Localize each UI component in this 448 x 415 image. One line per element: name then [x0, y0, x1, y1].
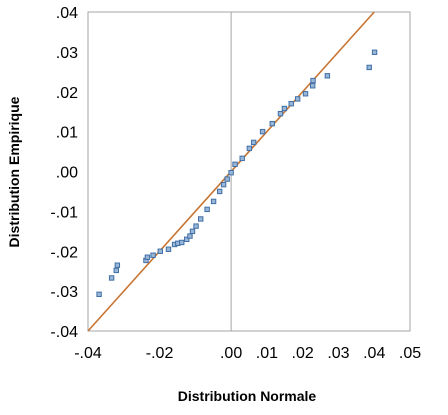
x-tick-label: .00	[220, 345, 242, 362]
data-point	[113, 267, 119, 274]
x-tick-label: .03	[327, 345, 349, 362]
y-axis-title: Distribution Empirique	[6, 96, 22, 247]
data-point	[220, 181, 227, 188]
data-point	[324, 73, 331, 79]
data-point	[288, 101, 294, 107]
data-point	[179, 239, 185, 246]
data-point	[366, 64, 372, 71]
y-tick-label: .01	[56, 125, 78, 142]
data-point	[294, 96, 301, 102]
y-tick-label: .04	[56, 5, 78, 22]
data-point	[108, 275, 115, 281]
x-tick-label: .04	[363, 345, 385, 362]
data-point	[150, 252, 156, 258]
data-point	[250, 139, 257, 146]
data-point	[144, 254, 151, 260]
x-tick-label: .02	[292, 345, 314, 362]
y-tick-label: .00	[56, 165, 78, 182]
data-point	[277, 110, 284, 117]
y-tick-label: -.02	[50, 244, 78, 261]
data-point	[114, 262, 121, 268]
y-tick-label: .02	[56, 85, 78, 102]
data-point	[310, 77, 316, 84]
data-point	[302, 91, 309, 97]
data-point	[193, 223, 199, 229]
data-point	[157, 248, 163, 254]
data-point	[371, 49, 378, 55]
data-point	[224, 176, 230, 182]
data-point	[184, 236, 190, 242]
data-point	[189, 228, 196, 235]
x-tick-label: .01	[256, 345, 278, 362]
data-point	[228, 169, 234, 176]
x-tick-label: .05	[399, 345, 421, 362]
data-point	[259, 128, 266, 135]
x-tick-label: -.04	[74, 345, 102, 362]
data-point	[198, 216, 204, 222]
y-tick-label: -.04	[50, 324, 78, 341]
data-point	[210, 198, 217, 205]
y-tick-label: -.03	[50, 284, 78, 301]
plot-frame	[87, 11, 411, 332]
data-point	[232, 161, 238, 168]
data-point	[216, 188, 223, 195]
data-point	[187, 233, 193, 239]
data-point	[239, 155, 245, 162]
data-point	[281, 105, 288, 112]
data-point	[269, 120, 275, 127]
x-axis-title: Distribution Normale	[178, 388, 317, 404]
x-tick-label: -.02	[146, 345, 174, 362]
data-point	[165, 246, 172, 252]
data-point	[204, 206, 210, 213]
y-tick-label: .03	[56, 45, 78, 62]
data-point	[246, 145, 253, 152]
data-point	[309, 83, 316, 89]
y-tick-label: -.01	[50, 204, 78, 221]
data-point	[96, 291, 102, 298]
